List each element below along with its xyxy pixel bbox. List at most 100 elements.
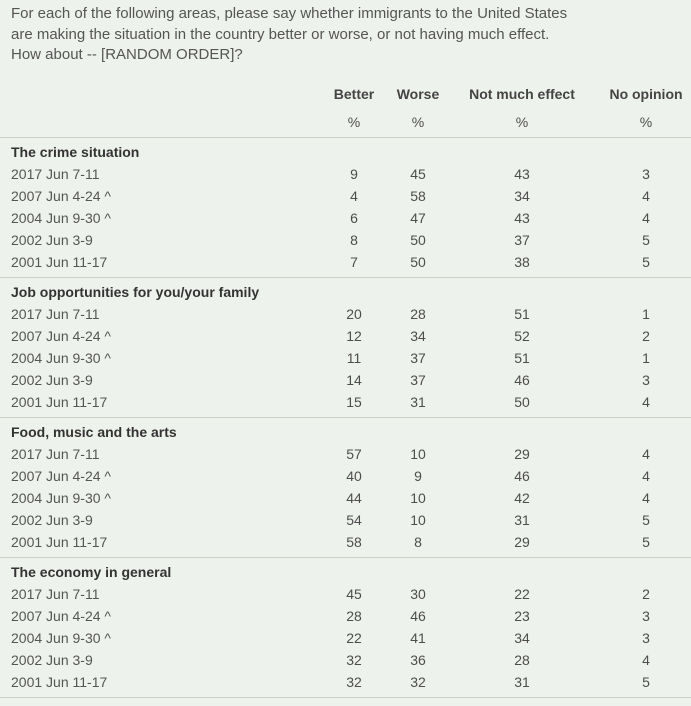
table-row: 2002 Jun 3-9 32 36 28 4 xyxy=(0,649,691,671)
column-header-no-opinion: No opinion xyxy=(609,86,683,102)
row-date-label: 2002 Jun 3-9 xyxy=(11,372,93,388)
section-header: Job opportunities for you/your family xyxy=(0,281,691,303)
cell-better: 11 xyxy=(346,350,362,366)
cell-worse: 37 xyxy=(410,372,426,388)
cell-better: 14 xyxy=(346,372,362,388)
cell-better: 12 xyxy=(346,328,362,344)
cell-no-opinion: 4 xyxy=(642,468,650,484)
cell-worse: 41 xyxy=(410,630,426,646)
cell-better: 15 xyxy=(346,394,362,410)
table-row: 2001 Jun 11-17 58 8 29 5 xyxy=(0,531,691,553)
cell-no-opinion: 4 xyxy=(642,394,650,410)
column-header-row: Better Worse Not much effect No opinion xyxy=(0,83,691,105)
unit-better: % xyxy=(347,114,361,130)
column-header-not-much-effect: Not much effect xyxy=(469,86,575,102)
section-divider xyxy=(0,557,691,558)
cell-no-opinion: 4 xyxy=(642,490,650,506)
cell-no-opinion: 5 xyxy=(642,674,650,690)
table-row: 2004 Jun 9-30 ^ 6 47 43 4 xyxy=(0,207,691,229)
row-date-label: 2017 Jun 7-11 xyxy=(11,166,100,182)
cell-better: 6 xyxy=(350,210,358,226)
cell-worse: 50 xyxy=(410,254,426,270)
cell-worse: 36 xyxy=(410,652,426,668)
section-divider xyxy=(0,277,691,278)
cell-not-much-effect: 34 xyxy=(514,630,530,646)
cell-not-much-effect: 23 xyxy=(514,608,530,624)
row-date-label: 2002 Jun 3-9 xyxy=(11,512,93,528)
cell-worse: 47 xyxy=(410,210,426,226)
cell-no-opinion: 2 xyxy=(642,328,650,344)
cell-not-much-effect: 34 xyxy=(514,188,530,204)
cell-no-opinion: 1 xyxy=(642,306,650,322)
column-header-better: Better xyxy=(333,86,375,102)
cell-not-much-effect: 51 xyxy=(514,306,530,322)
cell-better: 32 xyxy=(346,674,362,690)
section-title: Food, music and the arts xyxy=(11,424,177,440)
table-row: 2004 Jun 9-30 ^ 22 41 34 3 xyxy=(0,627,691,649)
cell-not-much-effect: 43 xyxy=(514,210,530,226)
cell-better: 44 xyxy=(346,490,362,506)
cell-not-much-effect: 28 xyxy=(514,652,530,668)
table-row: 2002 Jun 3-9 8 50 37 5 xyxy=(0,229,691,251)
unit-row: % % % % xyxy=(0,111,691,133)
row-date-label: 2004 Jun 9-30 ^ xyxy=(11,630,111,646)
cell-worse: 30 xyxy=(410,586,426,602)
cell-better: 9 xyxy=(350,166,358,182)
cell-better: 8 xyxy=(350,232,358,248)
cell-worse: 10 xyxy=(410,490,426,506)
cell-better: 58 xyxy=(346,534,362,550)
table-row: 2002 Jun 3-9 14 37 46 3 xyxy=(0,369,691,391)
cell-not-much-effect: 22 xyxy=(514,586,530,602)
section-divider xyxy=(0,137,691,138)
section-header: Food, music and the arts xyxy=(0,421,691,443)
table-bottom-divider xyxy=(0,697,691,698)
cell-worse: 9 xyxy=(414,468,422,484)
cell-no-opinion: 4 xyxy=(642,652,650,668)
cell-no-opinion: 2 xyxy=(642,586,650,602)
cell-worse: 10 xyxy=(410,446,426,462)
cell-not-much-effect: 29 xyxy=(514,534,530,550)
cell-no-opinion: 3 xyxy=(642,630,650,646)
cell-better: 40 xyxy=(346,468,362,484)
row-date-label: 2001 Jun 11-17 xyxy=(11,674,108,690)
row-date-label: 2002 Jun 3-9 xyxy=(11,232,93,248)
table-row: 2001 Jun 11-17 32 32 31 5 xyxy=(0,671,691,693)
section-header: The crime situation xyxy=(0,141,691,163)
cell-worse: 28 xyxy=(410,306,426,322)
cell-no-opinion: 5 xyxy=(642,534,650,550)
cell-no-opinion: 4 xyxy=(642,188,650,204)
cell-worse: 45 xyxy=(410,166,426,182)
cell-no-opinion: 5 xyxy=(642,254,650,270)
cell-not-much-effect: 29 xyxy=(514,446,530,462)
row-date-label: 2001 Jun 11-17 xyxy=(11,534,108,550)
cell-no-opinion: 3 xyxy=(642,608,650,624)
cell-better: 7 xyxy=(350,254,358,270)
cell-no-opinion: 4 xyxy=(642,446,650,462)
cell-not-much-effect: 37 xyxy=(514,232,530,248)
unit-worse: % xyxy=(411,114,425,130)
cell-worse: 37 xyxy=(410,350,426,366)
cell-worse: 58 xyxy=(410,188,426,204)
table-row: 2001 Jun 11-17 15 31 50 4 xyxy=(0,391,691,413)
table-row: 2007 Jun 4-24 ^ 28 46 23 3 xyxy=(0,605,691,627)
cell-worse: 10 xyxy=(410,512,426,528)
table-row: 2017 Jun 7-11 45 30 22 2 xyxy=(0,583,691,605)
cell-worse: 50 xyxy=(410,232,426,248)
cell-not-much-effect: 31 xyxy=(514,674,530,690)
table-row: 2004 Jun 9-30 ^ 11 37 51 1 xyxy=(0,347,691,369)
table-row: 2017 Jun 7-11 9 45 43 3 xyxy=(0,163,691,185)
section-header: The economy in general xyxy=(0,561,691,583)
section-title: The crime situation xyxy=(11,144,140,160)
cell-no-opinion: 3 xyxy=(642,166,650,182)
cell-worse: 31 xyxy=(410,394,426,410)
cell-better: 28 xyxy=(346,608,362,624)
cell-better: 32 xyxy=(346,652,362,668)
cell-no-opinion: 1 xyxy=(642,350,650,366)
column-header-worse: Worse xyxy=(396,86,440,102)
cell-not-much-effect: 52 xyxy=(514,328,530,344)
section-title: Job opportunities for you/your family xyxy=(11,284,260,300)
row-date-label: 2001 Jun 11-17 xyxy=(11,394,108,410)
cell-not-much-effect: 38 xyxy=(514,254,530,270)
row-date-label: 2001 Jun 11-17 xyxy=(11,254,108,270)
cell-better: 57 xyxy=(346,446,362,462)
